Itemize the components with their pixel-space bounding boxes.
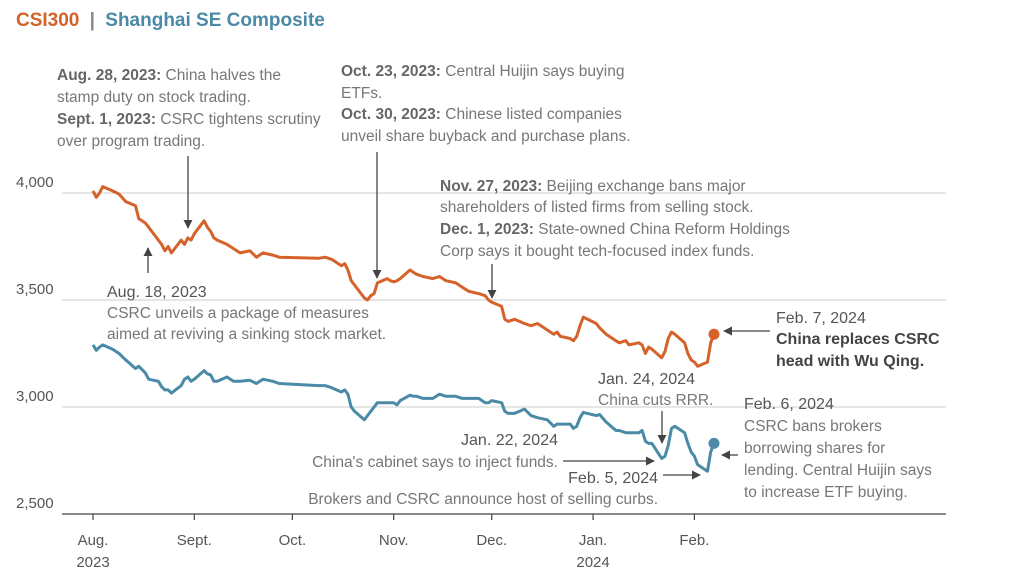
annotation-aug18-line2: aimed at reviving a sinking stock market… (107, 326, 386, 343)
annotation-sep1-line2: over program trading. (57, 133, 205, 150)
annotation-feb7-line1: China replaces CSRC (776, 331, 940, 348)
annotation-feb5-text: Brokers and CSRC announce host of sellin… (308, 491, 658, 508)
chart-title: CSI300 | Shanghai SE Composite (16, 10, 325, 31)
annotation-feb6-line2: borrowing shares for (744, 440, 885, 457)
annotation-jan24-text: China cuts RRR. (598, 392, 713, 409)
y-tick-label: 3,500 (16, 281, 54, 298)
y-axis-labels: 4,000 3,500 3,000 2,500 (16, 174, 54, 512)
annotation-jan22-text: China's cabinet says to inject funds. (312, 454, 558, 471)
x-axis: Aug. 2023 Sept. Oct. Nov. Dec. Jan. 2024 Feb. (76, 514, 709, 571)
annotation-nov27-line2: shareholders of listed firms from sellin… (440, 199, 754, 216)
annotation-feb7-line2: head with Wu Qing. (776, 353, 924, 370)
x-tick-label: Oct. (279, 532, 307, 549)
annotation-aug18-line1: CSRC unveils a package of measures (107, 305, 369, 322)
x-tick-year: 2024 (576, 554, 609, 571)
endpoint-marker-csi300 (708, 328, 720, 340)
x-tick-label: Feb. (679, 532, 709, 549)
annotation-oct23: Oct. 23, 2023: Central Huijin says buyin… (341, 63, 624, 80)
annotation-aug28: Aug. 28, 2023: China halves the (57, 67, 281, 84)
annotation-arrows (143, 152, 770, 480)
annotation-jan24-date: Jan. 24, 2024 (598, 371, 695, 388)
y-tick-label: 2,500 (16, 495, 54, 512)
series-line-csi300 (91, 185, 716, 368)
title-separator: | (90, 10, 95, 31)
title-csi300: CSI300 (16, 10, 79, 31)
annotation-feb5-date: Feb. 5, 2024 (568, 470, 658, 487)
annotation-aug28-line2: stamp duty on stock trading. (57, 89, 251, 106)
x-tick-label: Nov. (379, 532, 409, 549)
x-tick-label: Aug. (78, 532, 109, 549)
x-tick-label: Jan. (579, 532, 607, 549)
annotation-feb6-line3: lending. Central Huijin says (744, 462, 932, 479)
annotation-dec1-line2: Corp says it bought tech-focused index f… (440, 243, 755, 260)
annotation-feb6-line1: CSRC bans brokers (744, 418, 882, 435)
x-tick-year: 2023 (76, 554, 109, 571)
y-tick-label: 4,000 (16, 174, 54, 191)
endpoint-marker-sse (708, 437, 720, 449)
annotation-oct30-line2: unveil share buyback and purchase plans. (341, 128, 631, 145)
series-line-sse (91, 343, 716, 473)
annotation-feb7-date: Feb. 7, 2024 (776, 310, 866, 327)
annotation-aug18-date: Aug. 18, 2023 (107, 284, 207, 301)
annotation-sep1: Sept. 1, 2023: CSRC tightens scrutiny (57, 111, 321, 128)
annotation-oct23-line2: ETFs. (341, 85, 382, 102)
x-tick-label: Sept. (177, 532, 212, 549)
annotation-dec1: Dec. 1, 2023: State-owned China Reform H… (440, 221, 790, 238)
annotation-feb6-line4: to increase ETF buying. (744, 484, 908, 501)
annotation-nov27: Nov. 27, 2023: Beijing exchange bans maj… (440, 178, 746, 195)
title-sse: Shanghai SE Composite (105, 10, 325, 31)
x-tick-label: Dec. (476, 532, 507, 549)
annotation-oct30: Oct. 30, 2023: Chinese listed companies (341, 106, 622, 123)
annotations: Aug. 28, 2023: China halves the stamp du… (57, 63, 940, 508)
y-tick-label: 3,000 (16, 388, 54, 405)
series-lines (91, 185, 720, 473)
annotation-jan22-date: Jan. 22, 2024 (461, 432, 558, 449)
annotation-feb6-date: Feb. 6, 2024 (744, 396, 834, 413)
